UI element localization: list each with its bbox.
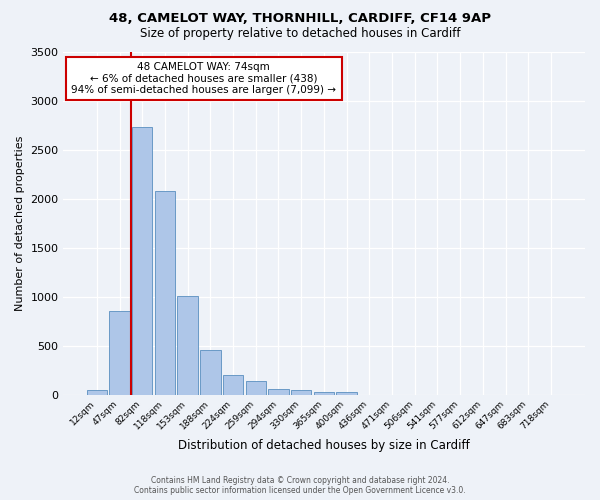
Bar bbox=[200, 350, 221, 395]
Text: 48 CAMELOT WAY: 74sqm
← 6% of detached houses are smaller (438)
94% of semi-deta: 48 CAMELOT WAY: 74sqm ← 6% of detached h… bbox=[71, 62, 337, 95]
Text: Contains HM Land Registry data © Crown copyright and database right 2024.
Contai: Contains HM Land Registry data © Crown c… bbox=[134, 476, 466, 495]
Bar bbox=[86, 390, 107, 395]
Text: Size of property relative to detached houses in Cardiff: Size of property relative to detached ho… bbox=[140, 28, 460, 40]
Bar bbox=[223, 375, 243, 395]
Bar bbox=[178, 296, 198, 395]
Bar bbox=[268, 388, 289, 395]
Text: 48, CAMELOT WAY, THORNHILL, CARDIFF, CF14 9AP: 48, CAMELOT WAY, THORNHILL, CARDIFF, CF1… bbox=[109, 12, 491, 26]
Bar bbox=[291, 390, 311, 395]
Bar bbox=[132, 127, 152, 395]
Bar bbox=[109, 311, 130, 395]
X-axis label: Distribution of detached houses by size in Cardiff: Distribution of detached houses by size … bbox=[178, 440, 470, 452]
Bar bbox=[337, 392, 357, 395]
Bar bbox=[245, 380, 266, 395]
Y-axis label: Number of detached properties: Number of detached properties bbox=[15, 136, 25, 311]
Bar bbox=[314, 392, 334, 395]
Bar bbox=[155, 192, 175, 395]
